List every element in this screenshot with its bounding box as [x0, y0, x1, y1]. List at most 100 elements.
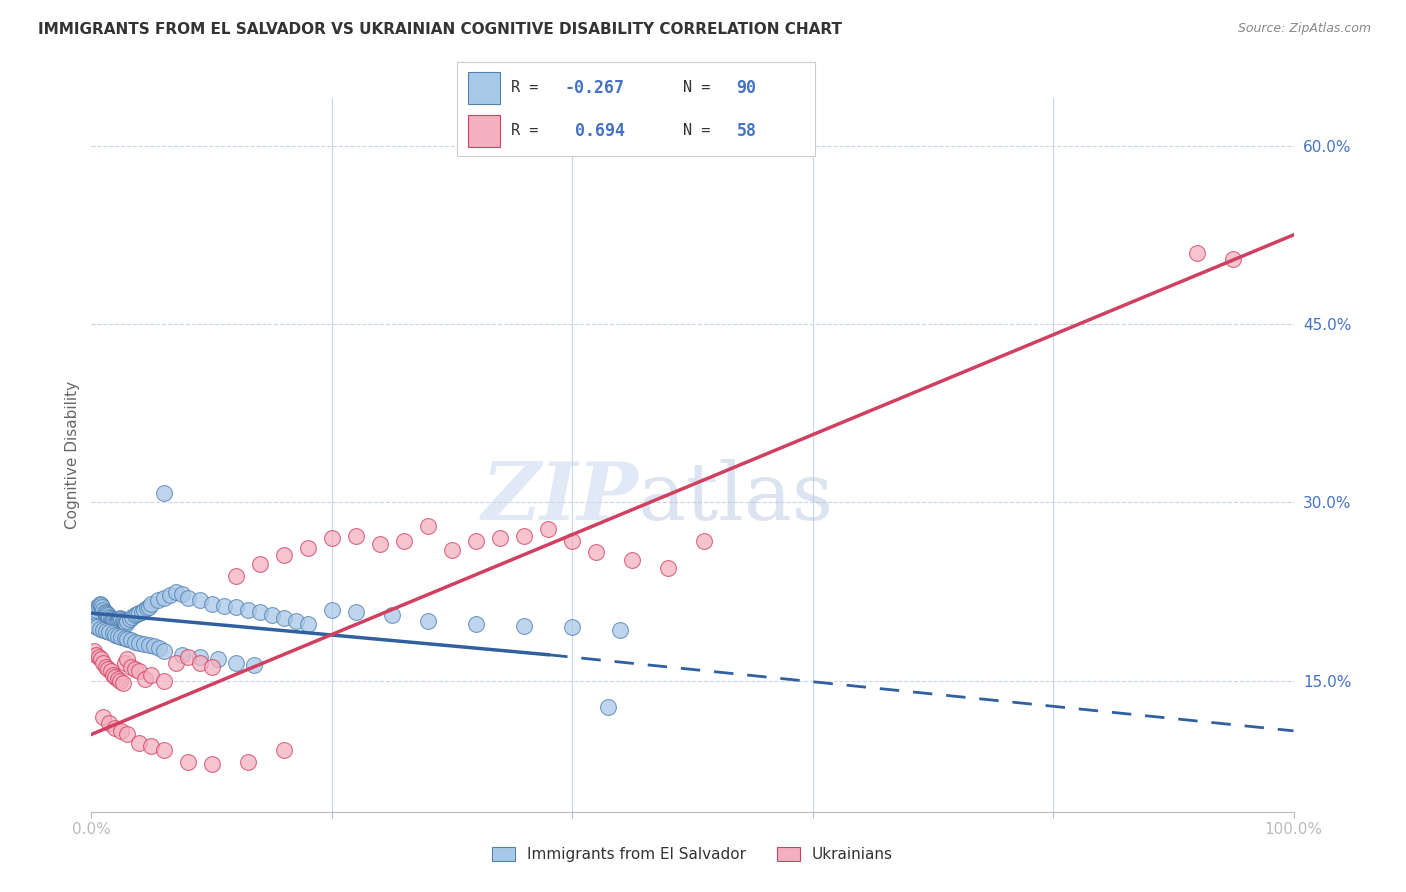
Point: [513, 529, 536, 543]
Point: [188, 593, 211, 607]
Point: [87, 650, 110, 665]
Point: [236, 602, 259, 616]
Point: [176, 755, 198, 769]
Point: [134, 602, 156, 616]
Point: [108, 612, 131, 626]
Point: [114, 631, 136, 645]
Point: [273, 611, 295, 625]
Point: [90, 652, 112, 666]
Point: [225, 600, 247, 615]
Point: [105, 615, 128, 629]
Point: [465, 616, 488, 631]
Point: [284, 615, 307, 629]
Text: R =: R =: [510, 123, 547, 138]
Point: [118, 612, 141, 626]
Point: [101, 668, 124, 682]
Text: N =: N =: [683, 123, 720, 138]
Text: ZIP: ZIP: [481, 459, 638, 536]
Point: [112, 615, 135, 629]
Point: [93, 605, 115, 619]
Point: [201, 757, 224, 772]
Point: [84, 648, 107, 662]
Point: [207, 652, 229, 666]
Point: [225, 656, 247, 670]
Bar: [468, 115, 501, 147]
Point: [128, 606, 150, 620]
Point: [344, 529, 367, 543]
Point: [94, 659, 117, 673]
Point: [148, 640, 170, 655]
Point: [94, 624, 117, 638]
Point: [170, 648, 193, 662]
Point: [297, 541, 319, 555]
Point: [273, 548, 295, 562]
Point: [107, 613, 129, 627]
Point: [83, 608, 105, 623]
Point: [110, 630, 132, 644]
Point: [83, 644, 105, 658]
Point: [117, 652, 139, 666]
Point: [101, 613, 124, 627]
Point: [98, 609, 121, 624]
Point: [141, 668, 163, 682]
Point: [236, 755, 259, 769]
Point: [104, 615, 127, 630]
Point: [201, 659, 224, 673]
Point: [86, 600, 108, 615]
Point: [176, 650, 198, 665]
Point: [84, 602, 107, 616]
Point: [513, 619, 536, 633]
Point: [117, 727, 139, 741]
Point: [561, 620, 583, 634]
Text: Source: ZipAtlas.com: Source: ZipAtlas.com: [1237, 22, 1371, 36]
Point: [465, 533, 488, 548]
Point: [344, 605, 367, 619]
Text: N =: N =: [683, 80, 720, 95]
Point: [97, 662, 120, 676]
Point: [381, 608, 404, 623]
Point: [111, 676, 134, 690]
Text: -0.267: -0.267: [565, 78, 624, 96]
Point: [134, 672, 156, 686]
Point: [146, 593, 169, 607]
Point: [93, 602, 115, 616]
Point: [416, 615, 439, 629]
Point: [131, 605, 153, 619]
Point: [124, 608, 146, 623]
Point: [249, 605, 271, 619]
Point: [107, 672, 129, 686]
Text: R =: R =: [510, 80, 547, 95]
Point: [90, 598, 112, 612]
Point: [98, 625, 121, 640]
Point: [321, 531, 343, 545]
Point: [1222, 252, 1244, 266]
Point: [188, 650, 211, 665]
Point: [97, 608, 120, 623]
Point: [416, 519, 439, 533]
Point: [134, 637, 156, 651]
Point: [124, 634, 146, 648]
Point: [135, 601, 157, 615]
Text: 0.694: 0.694: [565, 122, 624, 140]
Point: [120, 659, 142, 673]
Point: [101, 612, 124, 626]
Point: [142, 640, 165, 654]
Point: [249, 558, 271, 572]
Point: [242, 658, 264, 673]
Point: [225, 569, 247, 583]
Point: [152, 486, 174, 500]
Point: [98, 715, 121, 730]
Point: [212, 599, 235, 613]
Point: [87, 599, 110, 613]
Point: [152, 591, 174, 605]
Point: [121, 609, 143, 624]
Point: [141, 597, 163, 611]
Point: [392, 533, 415, 548]
Point: [110, 611, 132, 625]
Point: [84, 619, 107, 633]
Point: [125, 607, 148, 622]
Point: [101, 626, 124, 640]
Point: [561, 533, 583, 548]
Point: [103, 615, 125, 629]
Point: [115, 616, 138, 631]
